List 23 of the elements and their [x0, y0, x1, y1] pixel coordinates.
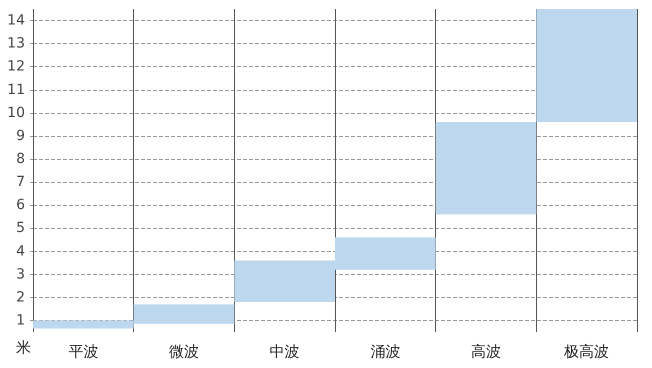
- x-tick-label: 微波: [169, 342, 199, 360]
- y-tick-label: 10: [7, 104, 25, 121]
- x-tick-label: 极高波: [563, 342, 610, 360]
- bar: [436, 122, 536, 214]
- y-tick-label: 2: [16, 289, 25, 306]
- y-tick-label: 11: [7, 82, 25, 98]
- y-tick-label: 12: [7, 58, 25, 75]
- x-tick-label: 高波: [471, 342, 501, 360]
- x-tick-label: 涌波: [370, 342, 400, 360]
- x-tick-label: 平波: [68, 342, 98, 360]
- y-tick-label: 13: [7, 36, 25, 52]
- x-tick-label: 中波: [270, 342, 300, 360]
- y-tick-label: 4: [16, 243, 26, 260]
- y-tick-label: 14: [7, 12, 26, 29]
- y-tick-label: 7: [16, 174, 25, 190]
- y-tick-label: 5: [16, 220, 25, 236]
- y-tick-label: 3: [16, 266, 25, 282]
- bar: [536, 9, 637, 122]
- y-axis-title: 米: [16, 338, 31, 356]
- y-tick-label: 1: [16, 312, 25, 328]
- y-tick-label: 8: [16, 150, 25, 167]
- y-tick-label: 9: [16, 128, 25, 144]
- y-tick-label: 6: [16, 197, 26, 214]
